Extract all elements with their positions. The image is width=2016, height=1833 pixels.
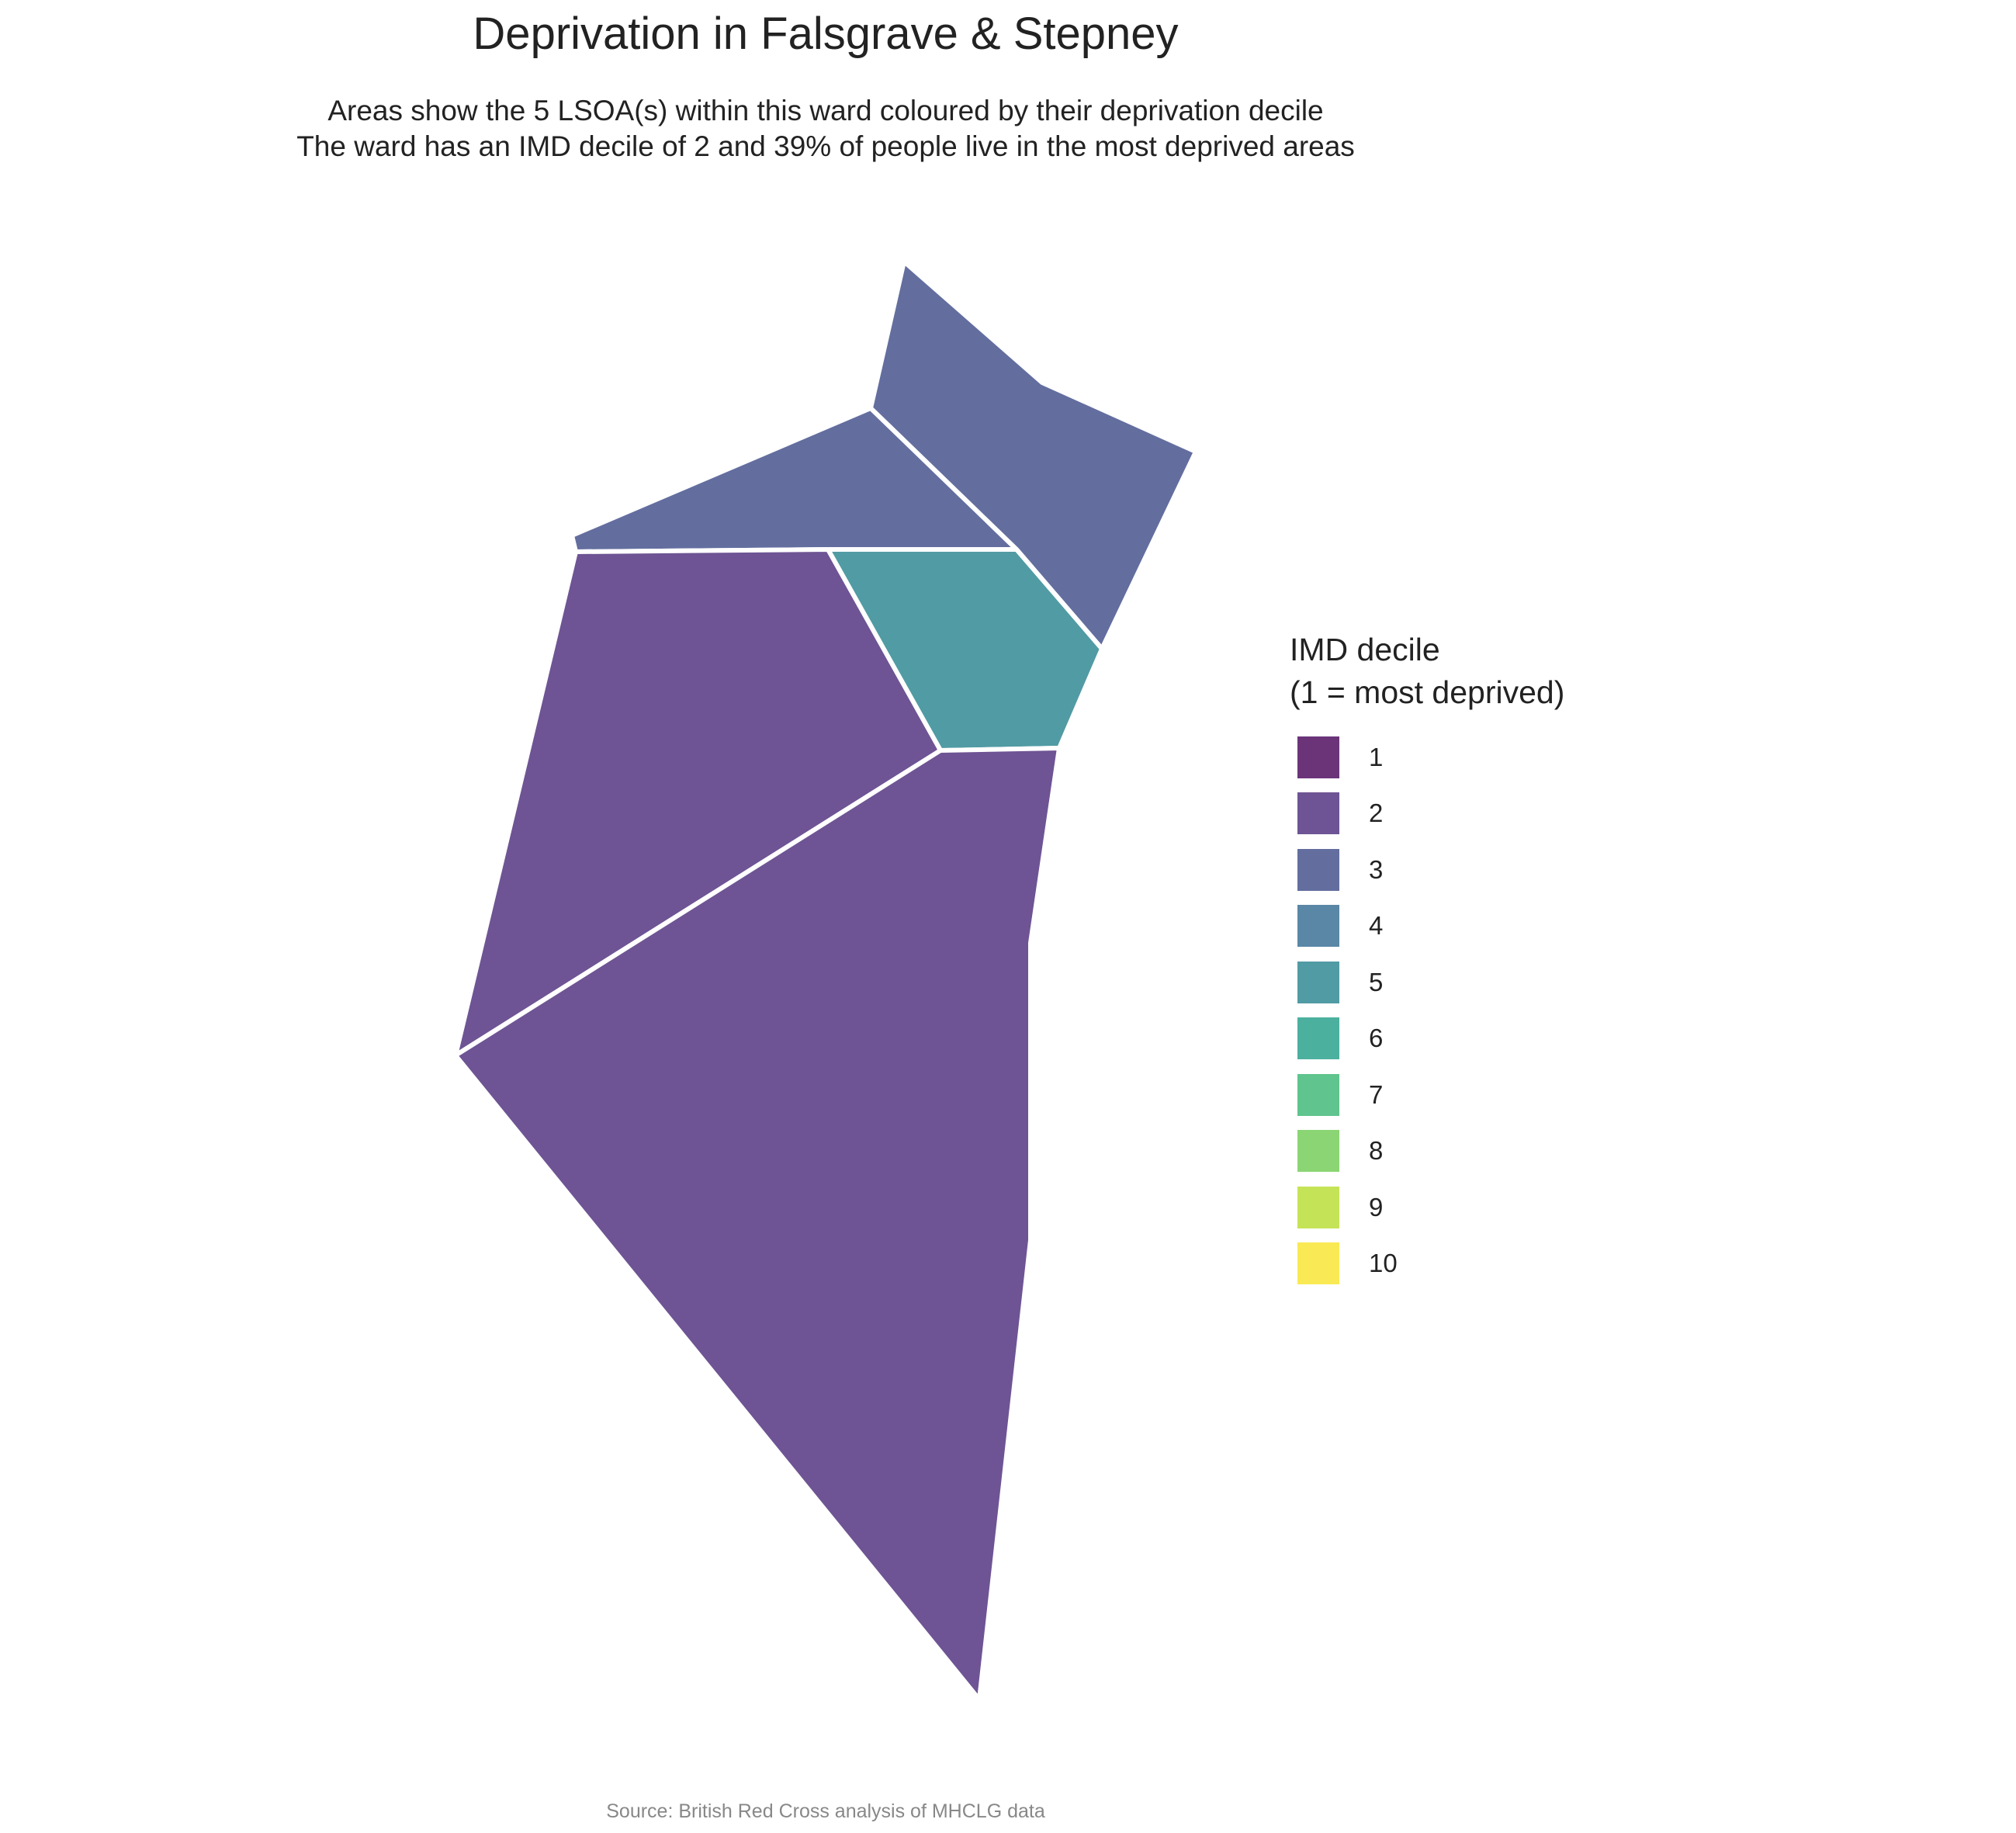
legend-swatch: [1297, 792, 1339, 834]
legend-item-4: 4: [1297, 905, 1383, 948]
legend-item-1: 1: [1297, 736, 1383, 778]
legend-item-2: 2: [1297, 792, 1383, 835]
legend-label: 10: [1369, 1249, 1398, 1277]
legend-label: 5: [1369, 967, 1384, 996]
legend-item-3: 3: [1297, 848, 1383, 891]
legend-item-5: 5: [1297, 961, 1383, 1003]
legend-swatch: [1297, 1017, 1339, 1059]
legend-swatch: [1297, 736, 1339, 778]
legend-swatch: [1297, 905, 1339, 947]
legend-label: 9: [1369, 1192, 1384, 1221]
legend-label: 2: [1369, 799, 1384, 827]
legend-item-8: 8: [1297, 1130, 1383, 1173]
legend-item-9: 9: [1297, 1186, 1383, 1228]
legend-swatch: [1297, 1186, 1339, 1228]
legend-label: 4: [1369, 911, 1384, 940]
legend-swatch: [1297, 1130, 1339, 1172]
legend-swatch: [1297, 961, 1339, 1003]
legend-item-6: 6: [1297, 1017, 1383, 1060]
legend-swatch: [1297, 848, 1339, 891]
legend-label: 6: [1369, 1024, 1384, 1052]
legend-label: 8: [1369, 1136, 1384, 1165]
source-caption: Source: British Red Cross analysis of MH…: [606, 1800, 1045, 1822]
legend-label: 1: [1369, 742, 1384, 771]
chart-subtitle-line-1: Areas show the 5 LSOA(s) within this war…: [327, 95, 1324, 126]
legend-label: 7: [1369, 1079, 1384, 1109]
legend-title-line-1: IMD decile: [1290, 632, 1440, 667]
legend-title-line-2: (1 = most deprived): [1290, 674, 1565, 710]
lsoa-area-south: [453, 746, 1062, 1702]
legend-title: IMD decile (1 = most deprived): [1290, 629, 1564, 714]
chart-title: Deprivation in Falsgrave & Stepney: [473, 9, 1179, 59]
legend-swatch: [1297, 1073, 1339, 1116]
legend-item-7: 7: [1297, 1073, 1383, 1116]
chart-subtitle-line-2: The ward has an IMD decile of 2 and 39% …: [296, 130, 1355, 162]
legend-swatch: [1297, 1242, 1339, 1284]
legend-item-10: 10: [1297, 1242, 1398, 1285]
legend-label: 3: [1369, 854, 1384, 884]
